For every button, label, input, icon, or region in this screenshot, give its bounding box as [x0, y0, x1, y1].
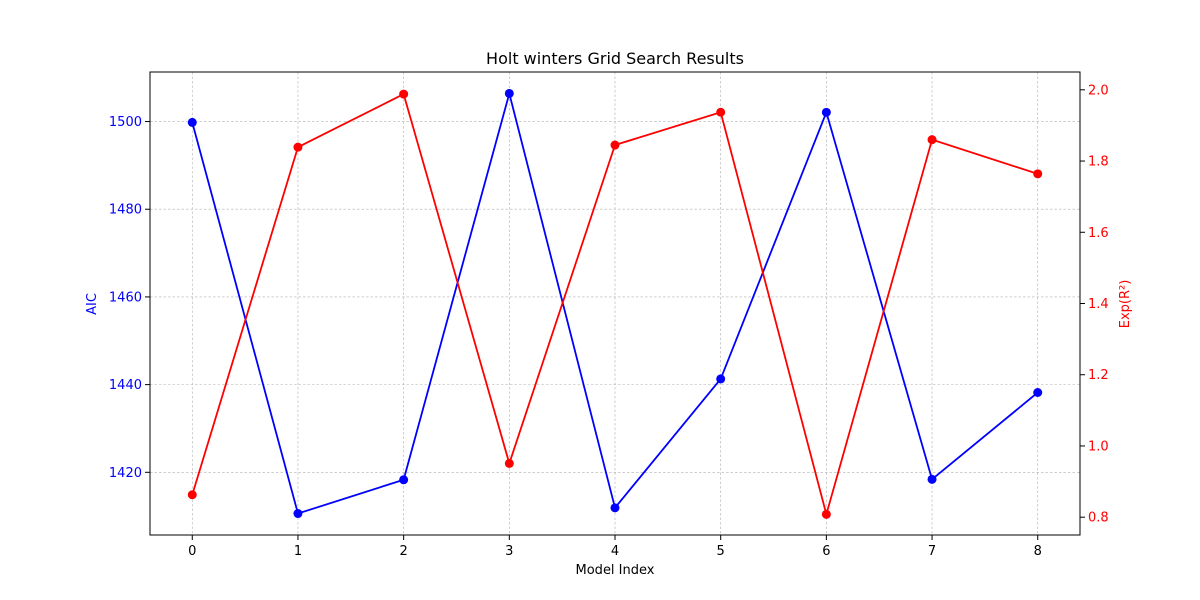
x-tick-label: 1	[294, 544, 302, 559]
data-point-left	[504, 88, 514, 98]
grid-layer	[150, 72, 1080, 535]
series-layer	[187, 88, 1043, 519]
y-axis-right-label: Exp(R²)	[1118, 280, 1133, 329]
data-point-left	[610, 503, 620, 513]
x-axis: 0 1 2 3 4 5 6 7 8	[188, 535, 1042, 559]
data-point-left	[399, 475, 409, 485]
y-right-tick-label: 1.4	[1088, 297, 1109, 312]
data-point-left	[1033, 388, 1043, 398]
data-point-left	[716, 374, 726, 384]
y-right-tick-label: 1.2	[1088, 368, 1109, 383]
x-tick-label: 5	[717, 544, 725, 559]
y-right-tick-label: 2.0	[1088, 83, 1109, 98]
y-left-tick-label: 1500	[109, 115, 142, 130]
data-point-right	[293, 142, 303, 152]
data-point-right	[610, 140, 620, 150]
x-tick-label: 7	[928, 544, 936, 559]
y-left-tick-label: 1480	[109, 203, 142, 218]
x-tick-label: 0	[188, 544, 196, 559]
x-axis-label: Model Index	[576, 563, 655, 578]
data-point-left	[293, 509, 303, 519]
x-tick-label: 6	[822, 544, 830, 559]
data-point-right	[716, 107, 726, 117]
data-point-right	[1033, 169, 1043, 179]
data-point-right	[927, 135, 937, 145]
y-right-tick-label: 1.8	[1088, 155, 1109, 170]
data-point-left	[821, 107, 831, 117]
y-axis-right: 0.8 1.0 1.2 1.4 1.6 1.8 2.0	[1080, 83, 1109, 526]
x-tick-label: 3	[505, 544, 513, 559]
data-point-right	[504, 458, 514, 468]
y-left-tick-label: 1460	[109, 290, 142, 305]
x-tick-label: 2	[399, 544, 407, 559]
data-point-right	[187, 490, 197, 500]
data-point-right	[821, 509, 831, 519]
y-right-tick-label: 1.6	[1088, 226, 1109, 241]
y-axis-left: 1420 1440 1460 1480 1500	[109, 115, 150, 481]
y-axis-left-label: AIC	[85, 293, 100, 315]
data-point-left	[187, 117, 197, 127]
data-point-right	[399, 89, 409, 99]
y-right-tick-label: 0.8	[1088, 511, 1109, 526]
x-tick-label: 4	[611, 544, 619, 559]
y-right-tick-label: 1.0	[1088, 439, 1109, 454]
data-point-left	[927, 474, 937, 484]
y-left-tick-label: 1420	[109, 466, 142, 481]
y-left-tick-label: 1440	[109, 378, 142, 393]
chart-title: Holt winters Grid Search Results	[486, 49, 744, 68]
x-tick-label: 8	[1034, 544, 1042, 559]
